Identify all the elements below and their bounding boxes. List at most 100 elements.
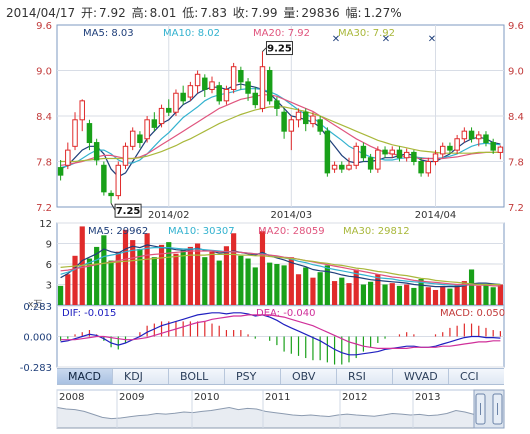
volume-bar <box>166 242 172 305</box>
annotation-box <box>265 41 293 56</box>
annotation-label: 9.25 <box>267 44 292 55</box>
tab-macd[interactable]: MACD <box>57 369 113 384</box>
macd-tick-label: -0.283 <box>20 363 52 374</box>
candle-body <box>461 130 468 140</box>
candle-body <box>259 66 266 109</box>
candle-body <box>454 138 460 151</box>
candle-body <box>439 145 446 155</box>
annotation-box <box>114 203 142 218</box>
volume-legend-ma20: MA20: 28059 <box>258 226 325 237</box>
candle-body <box>194 73 201 87</box>
volume-bar <box>72 255 78 305</box>
volume-ma20-line <box>60 250 501 287</box>
candle-body <box>396 149 403 159</box>
navigator-year-label: 2013 <box>415 392 440 403</box>
candle-body <box>252 92 259 106</box>
volume-bar <box>368 281 374 305</box>
candle-body <box>122 145 129 166</box>
volume-bar <box>490 287 496 305</box>
candle-body <box>317 119 323 132</box>
low-label: 低: <box>182 6 199 20</box>
low-value: 7.83 <box>200 6 227 20</box>
volume-bar <box>295 274 302 305</box>
volume-tick-label: 6 <box>46 260 52 271</box>
volume-bar <box>411 287 417 305</box>
candle-body <box>57 167 64 176</box>
candle-body <box>389 149 395 155</box>
candle-body <box>403 151 410 159</box>
candle-body <box>187 85 194 98</box>
volume-legend-ma30: MA30: 29812 <box>343 226 410 237</box>
macd-dea-line <box>60 314 501 349</box>
candle-body <box>447 145 453 151</box>
candle-body <box>411 151 417 162</box>
volume-bar <box>209 251 215 305</box>
candle-body <box>288 119 295 132</box>
event-marker-icon: ✕ <box>428 34 436 45</box>
candle-body <box>375 149 381 170</box>
volume-bar <box>346 283 352 305</box>
navigator-area-series <box>56 406 475 429</box>
volume-bar <box>245 258 251 305</box>
tab-obv[interactable]: OBV <box>281 369 337 384</box>
navigator-year-label: 2011 <box>265 392 290 403</box>
volume-unit-label: x万 <box>28 300 42 310</box>
volume-bar <box>425 287 431 305</box>
volume-bar <box>158 244 165 305</box>
candle-body <box>86 123 93 144</box>
volume-bar <box>101 235 107 305</box>
candle-body <box>65 149 71 166</box>
event-marker-icon: ✕ <box>332 34 340 45</box>
volume-panel: 3 6 9 12 x万 MA5: 29962 MA10: 30307 MA20: 28059 M… <box>28 219 505 310</box>
volume-tick-label: 12 <box>39 219 52 230</box>
price-tick-left: 9.6 <box>36 21 52 32</box>
candle-body <box>425 161 432 174</box>
quote-header: 2014/04/17 开: 7.92 高: 8.01 低: 7.83 收: 7.99 量… <box>6 4 404 21</box>
navigator-year-label: 2009 <box>119 392 144 403</box>
candle-body <box>274 100 280 109</box>
close-label: 收: <box>232 6 249 20</box>
candle-body <box>79 100 85 121</box>
tab-boll[interactable]: BOLL <box>169 369 225 384</box>
tab-kdj[interactable]: KDJ <box>113 369 169 384</box>
volume-bar <box>252 267 258 305</box>
tab-rsi[interactable]: RSI <box>337 369 393 384</box>
quote-date: 2014/04/17 <box>6 6 76 20</box>
change-value: 1.27% <box>363 6 402 20</box>
candle-body <box>93 142 100 161</box>
candle-body <box>418 161 424 174</box>
tab-cci[interactable]: CCI <box>460 370 479 383</box>
candle-body <box>209 81 215 90</box>
volume-legend-ma5: MA5: 29962 <box>88 226 148 237</box>
volume-ma30-line <box>60 253 501 286</box>
volume-bar <box>267 262 273 305</box>
candle-body <box>476 134 482 140</box>
volume-bar <box>339 277 345 305</box>
candle-body <box>310 115 316 125</box>
price-legend-ma5: MA5: 8.03 <box>83 28 134 39</box>
volume-bar <box>310 277 316 305</box>
macd-legend-macd: MACD: 0.050 <box>440 308 505 319</box>
candle-body <box>497 146 504 153</box>
indicator-tabs: MACD KDJ BOLL PSY OBV RSI WVAD CCI <box>57 368 504 385</box>
macd-legend-dea: DEA: -0.040 <box>256 308 315 319</box>
price-legend-ma10: MA10: 8.02 <box>163 28 220 39</box>
volume-bar <box>130 240 136 305</box>
macd-panel: 0.283 0.000 -0.283 DIF: -0.015 DEA: -0.040 MA… <box>20 302 505 374</box>
tab-wvad[interactable]: WVAD <box>393 369 449 384</box>
tab-psy[interactable]: PSY <box>225 369 281 384</box>
volume-bar <box>404 284 410 305</box>
volume-bar <box>216 260 222 305</box>
volume-bar <box>497 284 503 305</box>
candle-body <box>360 145 367 159</box>
volume-legend-ma10: MA10: 30307 <box>168 226 235 237</box>
price-tick-left: 7.2 <box>36 203 52 214</box>
volume-bar <box>180 250 186 305</box>
candle-body <box>72 119 78 147</box>
high-label: 高: <box>131 6 148 20</box>
volume-bar <box>122 229 129 305</box>
candle-body <box>158 107 165 125</box>
close-value: 7.99 <box>250 6 278 20</box>
volume-bar <box>288 257 294 305</box>
